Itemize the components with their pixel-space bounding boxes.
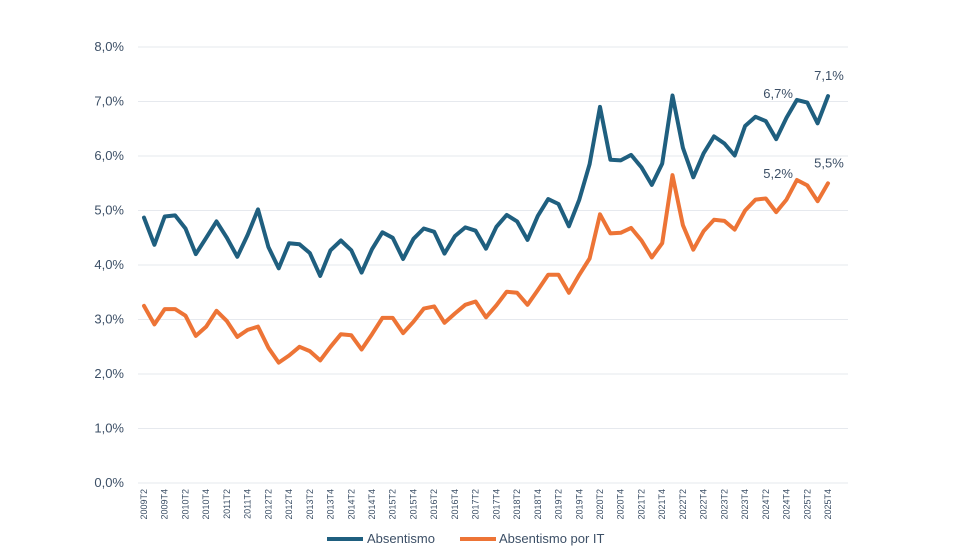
- x-tick-label: 2017T2: [471, 489, 481, 520]
- data-label: 5,5%: [814, 155, 844, 170]
- x-tick-label: 2015T4: [408, 489, 418, 520]
- x-tick-label: 2025T2: [802, 489, 812, 520]
- x-tick-label: 2018T4: [533, 489, 543, 520]
- data-labels: 6,7% 7,1% 5,2% 5,5%: [763, 68, 844, 181]
- x-tick-label: 2015T2: [388, 489, 398, 520]
- legend: Absentismo Absentismo por IT: [327, 531, 605, 546]
- x-tick-label: 2024T2: [761, 489, 771, 520]
- x-tick-label: 2021T2: [636, 489, 646, 520]
- x-tick-label: 2022T2: [678, 489, 688, 520]
- x-tick-label: 2022T4: [699, 489, 709, 520]
- x-tick-label: 2023T2: [719, 489, 729, 520]
- x-tick-label: 2024T4: [782, 489, 792, 520]
- x-tick-label: 2009T4: [160, 489, 170, 520]
- series-line-absentismo: [142, 93, 830, 278]
- x-tick-label: 2010T2: [180, 489, 190, 520]
- x-tick-label: 2017T4: [491, 489, 501, 520]
- legend-label-absentismo: Absentismo: [367, 531, 435, 546]
- x-tick-label: 2018T2: [512, 489, 522, 520]
- y-tick-label: 5,0%: [94, 203, 124, 218]
- x-tick-label: 2020T2: [595, 489, 605, 520]
- y-tick-label: 6,0%: [94, 148, 124, 163]
- x-tick-label: 2012T2: [263, 489, 273, 520]
- x-tick-label: 2009T2: [139, 489, 149, 520]
- x-tick-label: 2019T4: [574, 489, 584, 520]
- x-tick-label: 2013T2: [305, 489, 315, 520]
- y-tick-label: 1,0%: [94, 421, 124, 436]
- data-label: 5,2%: [763, 166, 793, 181]
- y-tick-label: 0,0%: [94, 475, 124, 490]
- x-tick-label: 2014T2: [346, 489, 356, 520]
- data-label: 7,1%: [814, 68, 844, 83]
- y-tick-label: 3,0%: [94, 312, 124, 327]
- y-tick-label: 7,0%: [94, 94, 124, 109]
- legend-label-absentismo-por-it: Absentismo por IT: [499, 531, 605, 546]
- x-tick-label: 2010T4: [201, 489, 211, 520]
- x-tick-label: 2014T4: [367, 489, 377, 520]
- data-label: 6,7%: [763, 86, 793, 101]
- x-tick-label: 2016T4: [450, 489, 460, 520]
- series-line-absentismo-por-it: [142, 173, 830, 365]
- x-tick-label: 2011T2: [222, 489, 232, 519]
- x-axis-ticks: 2009T2 2009T4 2010T2 2010T4 2011T2 2011T4 2012…: [139, 489, 833, 520]
- x-tick-label: 2012T4: [284, 489, 294, 520]
- y-tick-label: 8,0%: [94, 39, 124, 54]
- x-tick-label: 2023T4: [740, 489, 750, 520]
- x-tick-label: 2011T4: [243, 489, 253, 519]
- y-axis-ticks: 0,0% 1,0% 2,0% 3,0% 4,0% 5,0% 6,0% 7,0% 8,0%: [94, 39, 124, 490]
- y-tick-label: 2,0%: [94, 366, 124, 381]
- x-tick-label: 2025T4: [823, 489, 833, 520]
- y-tick-label: 4,0%: [94, 257, 124, 272]
- x-tick-label: 2016T2: [429, 489, 439, 520]
- x-tick-label: 2021T4: [657, 489, 667, 520]
- x-tick-label: 2020T4: [616, 489, 626, 520]
- gridlines: [138, 46, 848, 484]
- series-lines: [142, 93, 830, 365]
- x-tick-label: 2013T4: [326, 489, 336, 520]
- x-tick-label: 2019T2: [554, 489, 564, 520]
